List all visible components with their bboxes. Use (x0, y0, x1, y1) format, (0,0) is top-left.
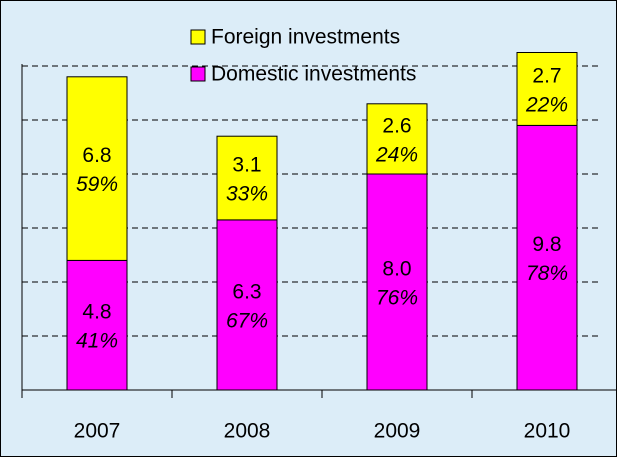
x-tick-label: 2007 (74, 420, 121, 443)
legend-swatch (190, 29, 206, 45)
percent-label: 59% (76, 173, 118, 196)
value-label: 6.3 (232, 280, 261, 303)
percent-label: 33% (226, 183, 268, 206)
bar-segment (516, 124, 578, 391)
value-label: 2.7 (532, 64, 561, 87)
x-tick-label: 2010 (524, 420, 571, 443)
bar-segment (516, 52, 578, 126)
percent-label: 76% (376, 287, 418, 310)
value-label: 3.1 (232, 154, 261, 177)
value-label: 6.8 (82, 144, 111, 167)
bar-segment (66, 76, 128, 261)
bar-segment (366, 173, 428, 391)
value-label: 8.0 (382, 258, 411, 281)
bar-segment (216, 135, 278, 221)
percent-label: 24% (375, 143, 418, 166)
legend-label: Foreign investments (211, 26, 400, 49)
bar-segment (216, 219, 278, 391)
legend-swatch (190, 66, 206, 82)
percent-label: 67% (226, 309, 268, 332)
x-tick-label: 2009 (374, 420, 421, 443)
x-tick-label: 2008 (224, 420, 271, 443)
percent-label: 22% (525, 93, 568, 116)
percent-label: 41% (76, 330, 118, 353)
legend-label: Domestic investments (211, 63, 416, 86)
value-label: 2.6 (382, 114, 411, 137)
value-label: 9.8 (532, 233, 561, 256)
value-label: 4.8 (82, 301, 111, 324)
bar-segment (66, 259, 128, 391)
percent-label: 78% (526, 262, 568, 285)
bar-segment (366, 103, 428, 175)
